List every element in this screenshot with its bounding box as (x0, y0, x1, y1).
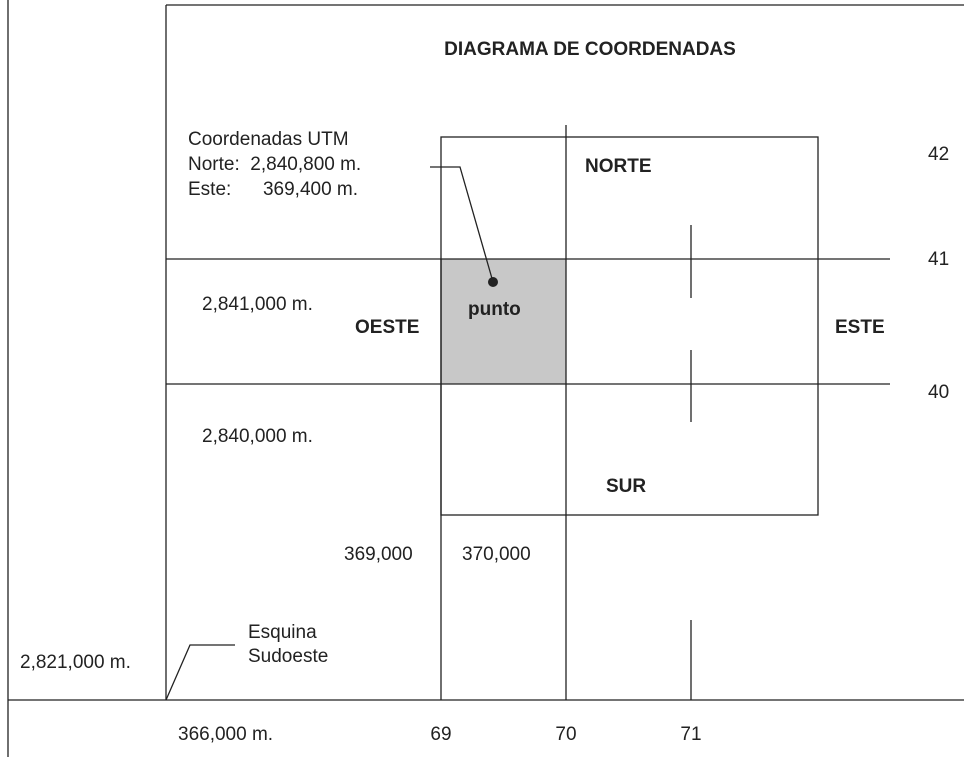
easting-label: 369,000 (344, 544, 413, 565)
right-tick: 42 (928, 144, 949, 165)
easting-label: 366,000 m. (178, 724, 273, 745)
northing-label: 2,840,000 m. (202, 426, 313, 447)
title: DIAGRAMA DE COORDENADAS (444, 39, 736, 60)
point-cell (441, 259, 566, 384)
direction-label: ESTE (835, 317, 885, 338)
right-tick: 40 (928, 382, 949, 403)
leader-line (165, 644, 235, 701)
northing-label: 2,841,000 m. (202, 294, 313, 315)
point-label: punto (468, 299, 521, 320)
utm-este: Este: 369,400 m. (188, 179, 358, 200)
right-tick: 41 (928, 249, 949, 270)
northing-label: 2,821,000 m. (20, 652, 131, 673)
direction-label: SUR (606, 476, 646, 497)
direction-label: NORTE (585, 156, 652, 177)
easting-label: 370,000 (462, 544, 531, 565)
utm-norte: Norte: 2,840,800 m. (188, 154, 361, 175)
leader-line (430, 166, 494, 283)
bottom-tick: 71 (680, 724, 701, 745)
corner-label: Esquina (248, 622, 317, 643)
corner-label: Sudoeste (248, 646, 328, 667)
utm-heading: Coordenadas UTM (188, 129, 349, 150)
bottom-tick: 69 (430, 724, 451, 745)
bottom-tick: 70 (555, 724, 576, 745)
direction-label: OESTE (355, 317, 419, 338)
point-dot (488, 277, 498, 287)
